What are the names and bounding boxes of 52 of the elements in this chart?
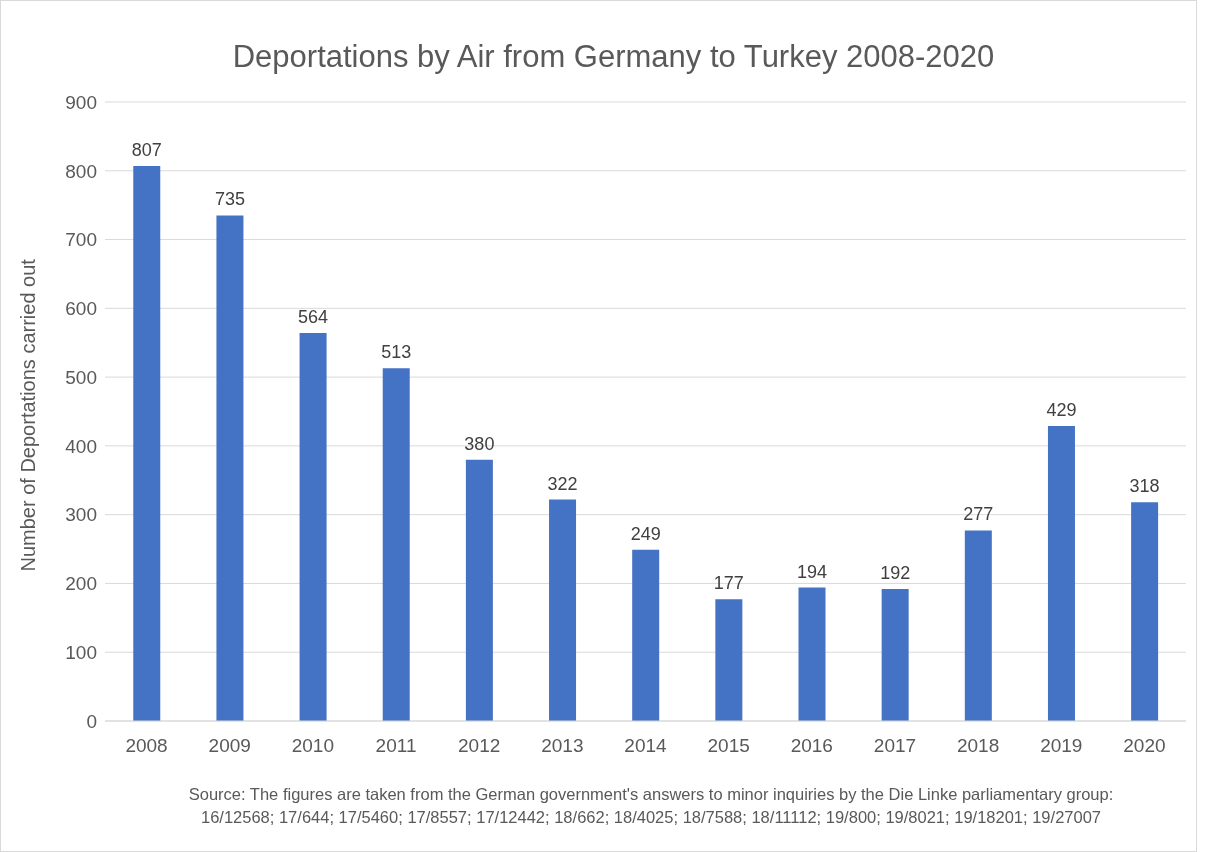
x-tick-label: 2015	[707, 735, 750, 757]
bar	[299, 333, 327, 721]
source-note: Source: The figures are taken from the German government's answers to minor inquiries by the Die Linke parliamentary group: 16/12568; 17/644; 17/5460; 17/8557; 17/12442; 18/662; 18/4025; 18/7588; 18/11112; 19/800; 19/8021; 19/18201; 19/27007	[187, 784, 1115, 828]
y-tick-label: 800	[65, 160, 97, 182]
y-tick-label: 400	[65, 435, 97, 457]
y-tick-label: 900	[65, 91, 97, 113]
bar	[881, 588, 909, 721]
x-tick-label: 2020	[1123, 735, 1166, 757]
bar	[382, 368, 410, 721]
y-axis-title: Number of Deportations carried out	[17, 258, 40, 572]
x-tick-label: 2017	[873, 735, 917, 757]
y-tick-label: 700	[65, 229, 97, 251]
bar	[964, 530, 992, 721]
data-label: 318	[1129, 476, 1160, 497]
data-label: 429	[1046, 399, 1077, 420]
bar	[798, 587, 826, 721]
bar	[549, 499, 577, 721]
data-label: 322	[547, 473, 578, 494]
data-label: 194	[796, 561, 828, 582]
x-tick-label: 2009	[208, 735, 251, 757]
y-tick-label: 200	[65, 573, 97, 595]
bar	[465, 459, 493, 721]
y-tick-label: 100	[65, 641, 97, 663]
x-tick-label: 2012	[458, 735, 501, 757]
bar	[133, 165, 161, 721]
y-tick-label: 500	[65, 366, 97, 388]
data-label: 192	[880, 562, 911, 583]
x-tick-label: 2008	[125, 735, 168, 757]
chart-title: Deportations by Air from Germany to Turkey 2008-2020	[231, 39, 996, 75]
data-label: 735	[214, 189, 245, 210]
bar	[1047, 425, 1075, 721]
data-label: 564	[298, 307, 329, 328]
x-tick-label: 2016	[790, 735, 833, 757]
bar	[1131, 502, 1159, 721]
y-tick-label: 300	[65, 504, 97, 526]
x-tick-label: 2010	[291, 735, 335, 757]
x-tick-label: 2011	[375, 735, 417, 757]
y-tick-label: 0	[86, 710, 97, 732]
x-tick-label: 2019	[1040, 735, 1083, 757]
bar	[632, 549, 660, 721]
bar	[216, 215, 244, 721]
bar	[715, 599, 743, 721]
data-label: 277	[963, 504, 994, 525]
x-tick-label: 2013	[541, 735, 584, 757]
y-tick-label: 600	[65, 298, 97, 320]
x-tick-label: 2014	[624, 735, 668, 757]
data-label: 807	[131, 139, 162, 160]
data-label: 177	[713, 573, 744, 594]
x-tick-label: 2018	[956, 735, 1000, 757]
data-label: 513	[381, 342, 412, 363]
data-label: 249	[630, 523, 661, 544]
data-label: 380	[464, 433, 495, 454]
